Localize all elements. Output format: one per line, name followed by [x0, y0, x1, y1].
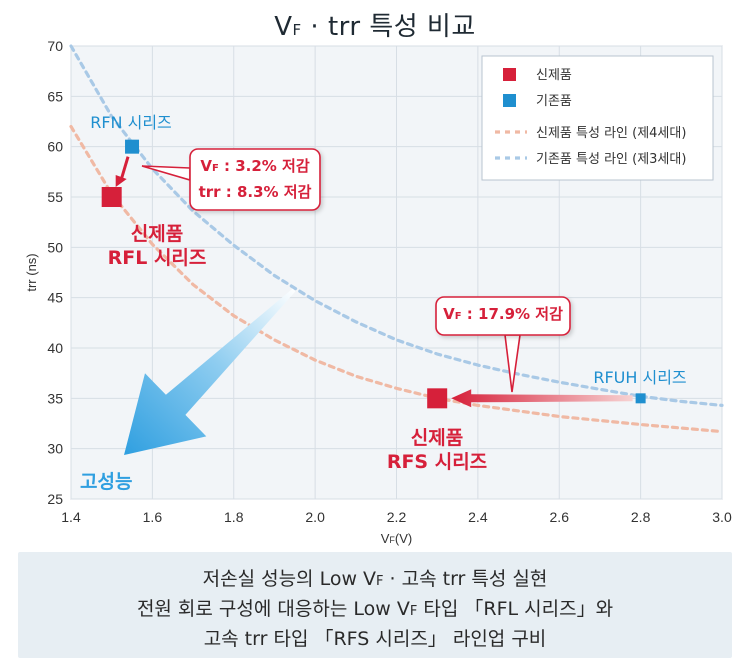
- x-tick-label: 3.0: [712, 509, 732, 525]
- x-tick-label: 2.4: [468, 509, 488, 525]
- caption-line-2: 전원 회로 구성에 대응하는 Low VF 타입 「RFL 시리즈」와: [136, 598, 614, 620]
- callout-rfl-box: [189, 148, 321, 211]
- x-tick-label: 1.8: [224, 509, 244, 525]
- legend-label-new: 신제품: [536, 68, 572, 83]
- label-rfn: RFN 시리즈: [90, 113, 172, 132]
- legend-box: [481, 55, 714, 181]
- y-tick-label: 40: [47, 340, 63, 356]
- callout-rfs-line-1: VF : 17.9% 저감: [443, 305, 563, 323]
- y-tick-label: 45: [47, 290, 63, 306]
- legend-swatch-old: [503, 94, 516, 107]
- callout-rfl-line-1: VF : 3.2% 저감: [200, 157, 310, 175]
- label-rfl-line1: 신제품: [131, 223, 183, 245]
- trend-line-1: [69, 124, 724, 434]
- legend-label-trend-old: 기존품 특성 라인 (제3세대): [536, 152, 686, 167]
- direction-label: 고성능: [80, 471, 132, 493]
- x-tick-label: 2.8: [631, 509, 651, 525]
- point-rfl: [101, 187, 122, 207]
- caption-line-3: 고속 trr 타입 「RFS 시리즈」 라인업 구비: [203, 628, 547, 650]
- label-rfs-line1: 신제품: [411, 427, 463, 449]
- caption-line-1: 저손실 성능의 Low VF · 고속 trr 특성 실현: [202, 568, 548, 590]
- y-tick-label: 35: [47, 390, 63, 406]
- rfl-improvement-arrowhead: [115, 175, 127, 187]
- x-tick-label: 1.6: [143, 509, 163, 525]
- rfl-improvement-arrow: [120, 156, 130, 179]
- performance-arrow: [124, 288, 296, 455]
- caption-box: 저손실 성능의 Low VF · 고속 trr 특성 실현 전원 회로 구성에 …: [18, 552, 732, 658]
- y-tick-label: 65: [47, 88, 63, 104]
- label-rfl-line2: RFL 시리즈: [108, 247, 207, 269]
- y-axis-label: trr (ns): [24, 253, 39, 291]
- trend-line-2: [69, 44, 724, 407]
- callout-rfl: VF : 3.2% 저감 trr : 8.3% 저감: [141, 148, 321, 211]
- rfs-improvement-arrow: [451, 389, 633, 408]
- callout-rfl-line-2: trr : 8.3% 저감: [199, 183, 312, 201]
- y-tick-label: 25: [47, 491, 63, 507]
- x-tick-label: 2.2: [387, 509, 407, 525]
- chart-title: VF · trr 특성 비교: [274, 12, 476, 42]
- point-rfuh: [635, 393, 646, 404]
- x-tick-label: 2.0: [305, 509, 325, 525]
- legend-label-old: 기존품: [536, 94, 572, 109]
- x-tick-label: 1.4: [61, 509, 81, 525]
- callout-rfs: VF : 17.9% 저감: [435, 296, 571, 393]
- y-tick-label: 60: [47, 139, 63, 155]
- legend-label-trend-new: 신제품 특성 라인 (제4세대): [536, 126, 686, 141]
- y-tick-label: 30: [47, 441, 63, 457]
- y-tick-label: 50: [47, 239, 63, 255]
- point-rfs: [427, 388, 448, 409]
- label-rfs-line2: RFS 시리즈: [387, 451, 487, 473]
- legend-swatch-new: [503, 68, 516, 81]
- y-tick-label: 55: [47, 189, 63, 205]
- callout-rfs-box: [435, 296, 571, 336]
- x-axis-label: VF(V): [381, 531, 413, 546]
- label-rfuh: RFUH 시리즈: [593, 368, 686, 387]
- point-rfn: [125, 139, 140, 154]
- chart-plot: 1.4 1.6 1.8 2.0 2.2 2.4 2.6 2.8 3.0 25 30 35 40 45 50 5…: [24, 38, 732, 546]
- y-tick-label: 70: [47, 38, 63, 54]
- x-tick-label: 2.6: [550, 509, 570, 525]
